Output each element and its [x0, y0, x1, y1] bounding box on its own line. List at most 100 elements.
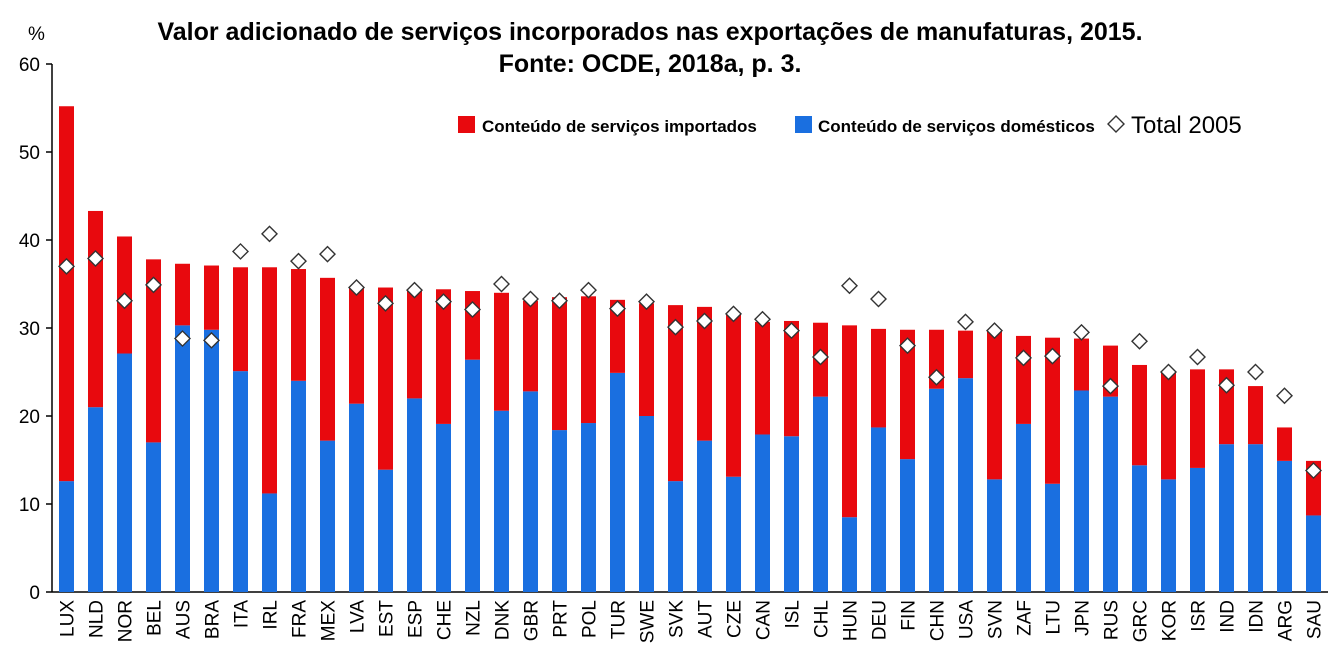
marker-total-isr: [1189, 348, 1206, 366]
bar-imported-cze: [726, 313, 741, 477]
bar-domestic-pol: [581, 423, 596, 592]
bar-domestic-kor: [1161, 479, 1176, 592]
y-tick-label: 0: [29, 583, 40, 604]
category-label-can: CAN: [754, 600, 775, 640]
category-label-ind: IND: [1218, 600, 1239, 633]
category-label-pol: POL: [580, 600, 601, 638]
marker-total-bel: [145, 276, 162, 294]
category-label-aus: AUS: [174, 600, 195, 639]
marker-total-grc: [1131, 332, 1148, 350]
bar-domestic-nor: [117, 353, 132, 592]
category-label-nzl: NZL: [464, 600, 485, 636]
marker-total-esp: [406, 281, 423, 299]
y-tick-label: 50: [19, 143, 40, 164]
bar-domestic-hun: [842, 517, 857, 592]
category-label-esp: ESP: [406, 600, 427, 638]
bar-imported-irl: [262, 267, 277, 494]
bar-imported-bra: [204, 265, 219, 330]
category-label-bel: BEL: [145, 600, 166, 636]
bar-imported-est: [378, 287, 393, 470]
marker-total-deu: [870, 290, 887, 308]
marker-total-aus: [174, 330, 191, 348]
bar-domestic-fra: [291, 380, 306, 592]
category-label-tur: TUR: [609, 600, 630, 639]
category-label-dnk: DNK: [493, 600, 514, 640]
category-label-chn: CHN: [928, 600, 949, 641]
y-tick-label: 60: [19, 55, 40, 76]
bar-imported-fra: [291, 269, 306, 381]
bar-imported-kor: [1161, 371, 1176, 480]
bar-imported-aut: [697, 306, 712, 441]
bar-domestic-aut: [697, 440, 712, 592]
category-label-jpn: JPN: [1073, 600, 1094, 636]
bar-domestic-rus: [1103, 396, 1118, 592]
category-label-nld: NLD: [87, 600, 108, 638]
bar-domestic-aus: [175, 325, 190, 592]
marker-total-bra: [203, 331, 220, 349]
category-label-svn: SVN: [986, 600, 1007, 639]
marker-total-nzl: [464, 301, 481, 319]
marker-total-sau: [1305, 462, 1322, 480]
marker-total-ltu: [1044, 347, 1061, 365]
bar-imported-deu: [871, 328, 886, 428]
bar-imported-usa: [958, 330, 973, 379]
bar-imported-isl: [784, 320, 799, 437]
bar-domestic-idn: [1248, 444, 1263, 592]
marker-total-swe: [638, 293, 655, 311]
category-label-svk: SVK: [667, 600, 688, 638]
bar-domestic-isr: [1190, 467, 1205, 592]
bar-imported-gbr: [523, 300, 538, 392]
bar-domestic-est: [378, 469, 393, 592]
category-label-hun: HUN: [841, 600, 862, 641]
category-label-cze: CZE: [725, 600, 746, 638]
category-label-aut: AUT: [696, 600, 717, 638]
bar-domestic-ltu: [1045, 483, 1060, 592]
category-label-prt: PRT: [551, 600, 572, 638]
bar-imported-prt: [552, 297, 567, 431]
category-label-mex: MEX: [319, 600, 340, 642]
category-label-bra: BRA: [203, 600, 224, 639]
category-label-nor: NOR: [116, 600, 137, 642]
category-label-grc: GRC: [1131, 600, 1152, 642]
category-label-isl: ISL: [783, 600, 804, 629]
marker-total-irl: [261, 225, 278, 243]
chart-title: Valor adicionado de serviços incorporado…: [157, 18, 1142, 46]
category-label-swe: SWE: [638, 600, 659, 643]
y-tick-label: 30: [19, 319, 40, 340]
category-label-isr: ISR: [1189, 600, 1210, 632]
marker-total-est: [377, 294, 394, 312]
category-label-usa: USA: [957, 600, 978, 639]
bar-imported-grc: [1132, 364, 1147, 466]
marker-total-idn: [1247, 363, 1264, 381]
bar-domestic-grc: [1132, 465, 1147, 592]
category-label-irl: IRL: [261, 600, 282, 630]
bar-imported-lva: [349, 288, 364, 404]
category-label-ita: ITA: [232, 600, 253, 628]
bar-domestic-mex: [320, 440, 335, 592]
marker-total-can: [754, 310, 771, 328]
marker-total-dnk: [493, 275, 510, 293]
marker-total-svk: [667, 318, 684, 336]
bar-imported-arg: [1277, 427, 1292, 461]
category-label-rus: RUS: [1102, 600, 1123, 640]
bar-domestic-esp: [407, 398, 422, 592]
bar-domestic-bra: [204, 329, 219, 592]
category-labels: LUX NLD NOR BEL AUS BRA ITA IRL FRA MEX LVA EST ESP C…: [58, 600, 1326, 644]
category-label-fin: FIN: [899, 600, 920, 631]
category-label-gbr: GBR: [522, 600, 543, 641]
bar-domestic-gbr: [523, 391, 538, 592]
legend-swatch-domestic: [795, 116, 812, 133]
bar-imported-lux: [59, 106, 74, 482]
bar-domestic-lva: [349, 403, 364, 592]
legend-marker-total: [1107, 115, 1125, 133]
y-tick-label: 40: [19, 231, 40, 252]
marker-total-lux: [58, 257, 75, 275]
bar-domestic-jpn: [1074, 390, 1089, 592]
bar-domestic-isl: [784, 436, 799, 592]
bar-imported-dnk: [494, 292, 509, 411]
marker-total-mex: [319, 245, 336, 263]
legend-label-domestic: Conteúdo de serviços domésticos: [818, 117, 1095, 136]
category-label-est: EST: [377, 600, 398, 637]
bar-domestic-nzl: [465, 359, 480, 592]
